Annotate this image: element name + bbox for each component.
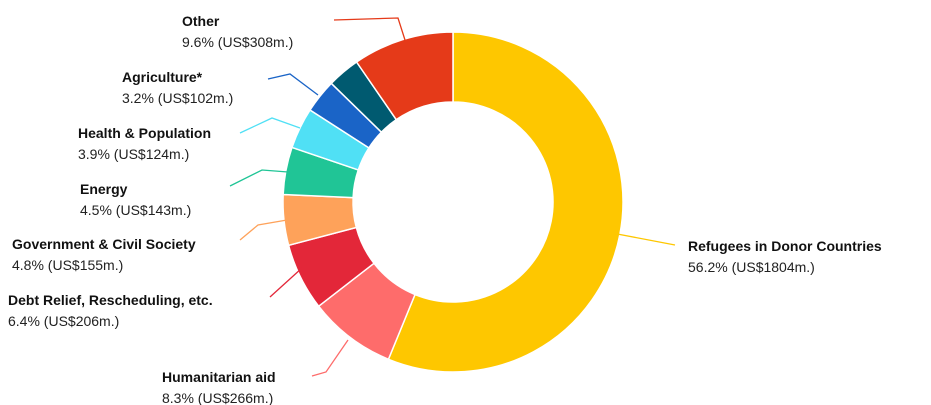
slice-label-name-agriculture: Agriculture* [122, 69, 203, 85]
leader-line-health-population [239, 117, 301, 134]
donut-slice-other [355, 31, 454, 121]
leader-line-agriculture [267, 73, 319, 96]
slice-label-name-debt-relief: Debt Relief, Rescheduling, etc. [8, 292, 213, 308]
slice-label-name-other: Other [182, 13, 220, 29]
slice-label-value-health-population: 3.9% (US$124m.) [78, 146, 189, 162]
leader-line-government-civil-society [239, 219, 288, 241]
leader-line-humanitarian-aid [311, 339, 349, 377]
leader-line-debt-relief [269, 267, 303, 298]
slice-label-value-other: 9.6% (US$308m.) [182, 34, 293, 50]
slice-label-value-humanitarian-aid: 8.3% (US$266m.) [162, 390, 273, 405]
slice-label-value-government-civil-society: 4.8% (US$155m.) [12, 257, 123, 273]
slice-labels: Refugees in Donor Countries 56.2% (US$180… [8, 13, 882, 405]
slice-label-value-energy: 4.5% (US$143m.) [80, 202, 191, 218]
slice-label-name-refugees: Refugees in Donor Countries [688, 238, 882, 254]
slice-label-value-debt-relief: 6.4% (US$206m.) [8, 313, 119, 329]
leader-line-energy [229, 169, 289, 187]
slice-label-name-government-civil-society: Government & Civil Society [12, 236, 196, 252]
slice-label-name-humanitarian-aid: Humanitarian aid [162, 369, 276, 385]
leader-line-other [333, 17, 406, 41]
slice-label-name-energy: Energy [80, 181, 128, 197]
donut-slices [282, 31, 624, 373]
slice-label-value-refugees: 56.2% (US$1804m.) [688, 259, 815, 275]
slice-label-value-agriculture: 3.2% (US$102m.) [122, 90, 233, 106]
donut-slice-refugees [387, 31, 624, 373]
leader-line-refugees [611, 232, 676, 246]
slice-label-name-health-population: Health & Population [78, 125, 211, 141]
